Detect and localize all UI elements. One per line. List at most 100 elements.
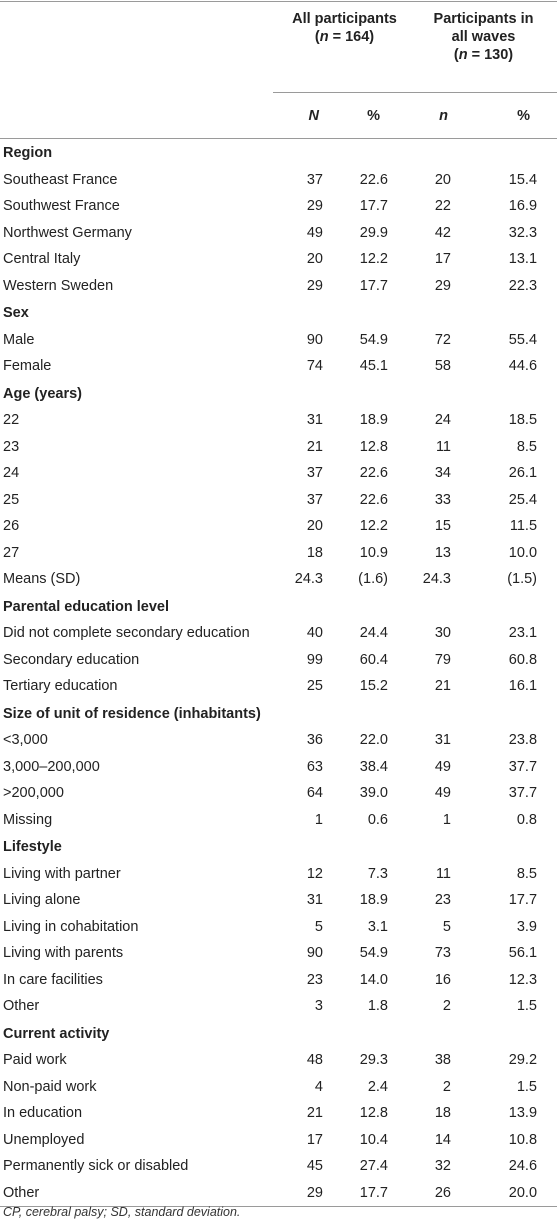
- cell-pct-all: 3.1: [367, 918, 388, 935]
- cell-pct-waves: 24.6: [508, 1158, 538, 1175]
- table-row: Living with partner 12 7.3 11 8.5: [0, 861, 557, 888]
- cell-N: 37: [306, 465, 323, 482]
- table-body: Region Southeast France 37 22.6 20 15.4 Southw…: [0, 139, 557, 1207]
- top-rule: [0, 1, 557, 2]
- cell-pct-waves: 10.8: [508, 1131, 538, 1148]
- section-title: Sex: [3, 305, 29, 322]
- cell-n: 22: [434, 198, 451, 215]
- cell-N: 49: [306, 224, 323, 241]
- cell-n: 29: [434, 277, 451, 294]
- cell-N: 74: [306, 358, 323, 375]
- table-row: Non-paid work 4 2.4 2 1.5: [0, 1074, 557, 1101]
- table-row: Living alone 31 18.9 23 17.7: [0, 887, 557, 914]
- cell-N: 1: [314, 811, 323, 828]
- cell-pct-all: 18.9: [359, 412, 388, 429]
- cell-n: 23: [434, 892, 451, 909]
- table-row: Tertiary education 25 15.2 21 16.1: [0, 673, 557, 700]
- row-label: 27: [3, 544, 20, 561]
- table-row: In education 21 12.8 18 13.9: [0, 1100, 557, 1127]
- cell-pct-all: 45.1: [359, 358, 388, 375]
- section-header-row: Sex: [0, 299, 557, 327]
- table-row: Other 3 1.8 2 1.5: [0, 993, 557, 1020]
- cell-n: 1: [442, 811, 451, 828]
- header-all-participants-label: All participants: [292, 11, 397, 27]
- cell-pct-waves: 23.1: [508, 625, 538, 642]
- cell-pct-all: 22.6: [359, 465, 388, 482]
- cell-pct-waves: (1.5): [507, 571, 538, 588]
- cell-pct-waves: 15.4: [508, 171, 538, 188]
- row-label: 3,000–200,000: [3, 758, 100, 775]
- cell-pct-waves: 55.4: [508, 331, 538, 348]
- cell-n: 20: [434, 171, 451, 188]
- cell-N: 12: [306, 865, 323, 882]
- cell-n: 24.3: [422, 571, 451, 588]
- section-title: Parental education level: [3, 598, 170, 615]
- table-row: 27 18 10.9 13 10.0: [0, 540, 557, 567]
- cell-N: 40: [306, 625, 323, 642]
- cell-pct-waves: 8.5: [516, 438, 538, 455]
- row-label: Central Italy: [3, 251, 81, 268]
- section-header-row: Age (years): [0, 380, 557, 408]
- cell-pct-all: 39.0: [359, 785, 388, 802]
- table-row: Northwest Germany 49 29.9 42 32.3: [0, 220, 557, 247]
- cell-pct-all: 54.9: [359, 331, 388, 348]
- cell-n: 5: [442, 918, 451, 935]
- cell-n: 32: [434, 1158, 451, 1175]
- cell-pct-all: 38.4: [359, 758, 388, 775]
- row-label: Non-paid work: [3, 1078, 97, 1095]
- cell-pct-waves: 32.3: [508, 224, 538, 241]
- cell-N: 90: [306, 331, 323, 348]
- cell-pct-waves: 37.7: [508, 785, 538, 802]
- cell-pct-waves: 44.6: [508, 358, 538, 375]
- cell-N: 21: [306, 1105, 323, 1122]
- row-label: Tertiary education: [3, 678, 118, 695]
- section-header-row: Size of unit of residence (inhabitants): [0, 700, 557, 728]
- cell-n: 38: [434, 1052, 451, 1069]
- table-row: 24 37 22.6 34 26.1: [0, 460, 557, 487]
- row-label: Male: [3, 331, 35, 348]
- header-all-count: = 164): [328, 29, 375, 45]
- cell-pct-waves: 1.5: [516, 1078, 538, 1095]
- cell-n: 31: [434, 732, 451, 749]
- cell-n: 24: [434, 412, 451, 429]
- cell-pct-waves: 22.3: [508, 277, 538, 294]
- cell-N: 24.3: [294, 571, 323, 588]
- cell-N: 37: [306, 171, 323, 188]
- cell-n: 17: [434, 251, 451, 268]
- cell-N: 45: [306, 1158, 323, 1175]
- cell-N: 20: [306, 518, 323, 535]
- cell-pct-waves: 26.1: [508, 465, 538, 482]
- header-waves-label-1: Participants in: [433, 11, 534, 27]
- cell-pct-waves: 16.1: [508, 678, 538, 695]
- section-title: Age (years): [3, 385, 82, 402]
- cell-N: 31: [306, 892, 323, 909]
- cell-pct-all: 17.7: [329, 1179, 410, 1207]
- row-label: 22: [3, 412, 20, 429]
- cell-pct-all: 12.2: [359, 251, 388, 268]
- table-row: Secondary education 99 60.4 79 60.8: [0, 647, 557, 674]
- footnote: CP, cerebral palsy; SD, standard deviati…: [3, 1205, 241, 1219]
- header-row-columns: N % n %: [0, 92, 557, 139]
- table-row: Southwest France 29 17.7 22 16.9: [0, 193, 557, 220]
- cell-pct-waves: 60.8: [508, 651, 538, 668]
- cell-pct-waves: 3.9: [516, 918, 538, 935]
- cell-pct-waves: 13.9: [508, 1105, 538, 1122]
- row-label: Unemployed: [3, 1131, 85, 1148]
- cell-N: 17: [306, 1131, 323, 1148]
- cell-pct-all: 12.2: [359, 518, 388, 535]
- cell-pct-waves: 1.5: [516, 998, 538, 1015]
- table-row: 23 21 12.8 11 8.5: [0, 434, 557, 461]
- cell-n: 15: [434, 518, 451, 535]
- cell-pct-all: 0.6: [367, 811, 388, 828]
- row-label: Southwest France: [3, 198, 120, 215]
- cell-n: 2: [442, 998, 451, 1015]
- row-label: In care facilities: [3, 971, 103, 988]
- row-label: 25: [3, 491, 20, 508]
- row-label: Missing: [3, 811, 53, 828]
- cell-n: 16: [434, 971, 451, 988]
- cell-n: 26: [410, 1179, 467, 1207]
- section-title: Current activity: [3, 1025, 110, 1042]
- cell-n: 49: [434, 758, 451, 775]
- col-header-pct-all: %: [329, 92, 410, 139]
